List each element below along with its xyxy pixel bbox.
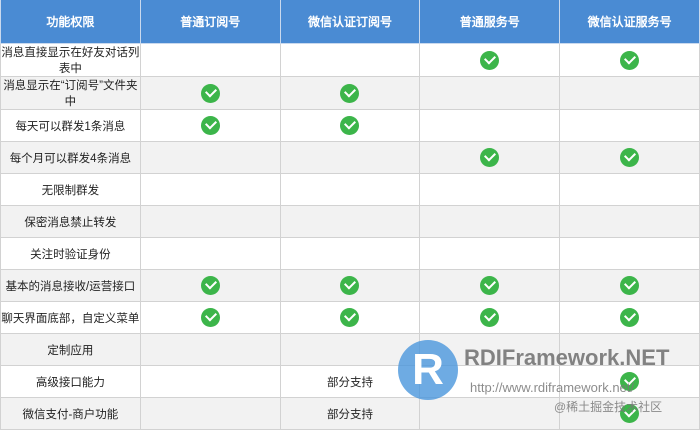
column-header: 微信认证服务号 (559, 0, 700, 44)
table-cell (559, 237, 700, 270)
table-cell (279, 301, 421, 334)
column-header: 微信认证订阅号 (279, 0, 421, 44)
table-row: 保密消息禁止转发 (0, 205, 700, 238)
table-cell (139, 269, 281, 302)
table-cell (279, 43, 421, 77)
table-cell (559, 269, 700, 302)
check-icon (200, 276, 220, 295)
table-cell (419, 141, 561, 174)
header-row: 功能权限 普通订阅号 微信认证订阅号 普通服务号 微信认证服务号 (0, 0, 700, 44)
feature-label: 保密消息禁止转发 (0, 205, 141, 238)
feature-label: 每天可以群发1条消息 (0, 109, 141, 142)
check-icon (340, 276, 360, 295)
table-cell (139, 76, 281, 110)
table-cell (139, 43, 281, 77)
check-icon (480, 276, 500, 295)
table-row: 微信支付-商户功能 部分支持 (0, 397, 700, 430)
table-row: 每个月可以群发4条消息 (0, 141, 700, 174)
check-icon (340, 116, 360, 135)
table-cell (139, 141, 281, 174)
table-cell (279, 205, 421, 238)
table-cell (139, 109, 281, 142)
table-cell: 部分支持 (279, 397, 421, 430)
table-cell (279, 76, 421, 110)
check-icon (620, 404, 640, 423)
table-cell (139, 205, 281, 238)
table-cell (139, 237, 281, 270)
table-cell (559, 43, 700, 77)
feature-label: 关注时验证身份 (0, 237, 141, 270)
table-cell (559, 365, 700, 398)
table-cell (559, 173, 700, 206)
feature-label: 定制应用 (0, 333, 141, 366)
table-cell (279, 269, 421, 302)
table-cell (279, 173, 421, 206)
table-cell (419, 365, 561, 398)
check-icon (620, 148, 640, 167)
check-icon (620, 276, 640, 295)
table-row: 无限制群发 (0, 173, 700, 206)
check-icon (620, 372, 640, 391)
table-cell (419, 76, 561, 110)
table-cell (559, 301, 700, 334)
table-row: 消息显示在“订阅号”文件夹中 (0, 76, 700, 110)
table-cell (559, 205, 700, 238)
check-icon (200, 116, 220, 135)
column-header: 普通服务号 (419, 0, 561, 44)
check-icon (620, 308, 640, 327)
check-icon (480, 148, 500, 167)
feature-label: 聊天界面底部，自定义菜单 (0, 301, 141, 334)
column-header: 功能权限 (0, 0, 141, 44)
check-icon (200, 83, 220, 103)
table-cell (419, 269, 561, 302)
table-row: 聊天界面底部，自定义菜单 (0, 301, 700, 334)
table-row: 消息直接显示在好友对话列表中 (0, 43, 700, 77)
table-cell (559, 141, 700, 174)
table-row: 定制应用 (0, 333, 700, 366)
table-cell (279, 333, 421, 366)
table-cell (419, 301, 561, 334)
table-cell (139, 333, 281, 366)
table-cell (139, 301, 281, 334)
table-row: 基本的消息接收/运营接口 (0, 269, 700, 302)
feature-label: 微信支付-商户功能 (0, 397, 141, 430)
table-cell (419, 237, 561, 270)
check-icon (340, 308, 360, 327)
table-cell (279, 141, 421, 174)
feature-label: 每个月可以群发4条消息 (0, 141, 141, 174)
feature-label: 消息显示在“订阅号”文件夹中 (0, 76, 141, 110)
feature-label: 消息直接显示在好友对话列表中 (0, 43, 141, 77)
table-cell: 部分支持 (279, 365, 421, 398)
table-row: 高级接口能力 部分支持 (0, 365, 700, 398)
table-cell (559, 333, 700, 366)
table-cell (279, 109, 421, 142)
table-cell (139, 173, 281, 206)
table-cell (559, 109, 700, 142)
check-icon (340, 83, 360, 103)
table-cell (419, 397, 561, 430)
table-cell (419, 333, 561, 366)
table-cell (139, 397, 281, 430)
table-cell (559, 397, 700, 430)
table-cell (419, 205, 561, 238)
table-cell (419, 43, 561, 77)
table-row: 关注时验证身份 (0, 237, 700, 270)
table-cell (559, 76, 700, 110)
table-cell (139, 365, 281, 398)
check-icon (480, 308, 500, 327)
table-cell (419, 109, 561, 142)
table-cell (279, 237, 421, 270)
table-row: 每天可以群发1条消息 (0, 109, 700, 142)
column-header: 普通订阅号 (139, 0, 281, 44)
table-cell (419, 173, 561, 206)
check-icon (620, 50, 640, 70)
feature-label: 高级接口能力 (0, 365, 141, 398)
feature-label: 基本的消息接收/运营接口 (0, 269, 141, 302)
check-icon (200, 308, 220, 327)
feature-label: 无限制群发 (0, 173, 141, 206)
check-icon (480, 50, 500, 70)
